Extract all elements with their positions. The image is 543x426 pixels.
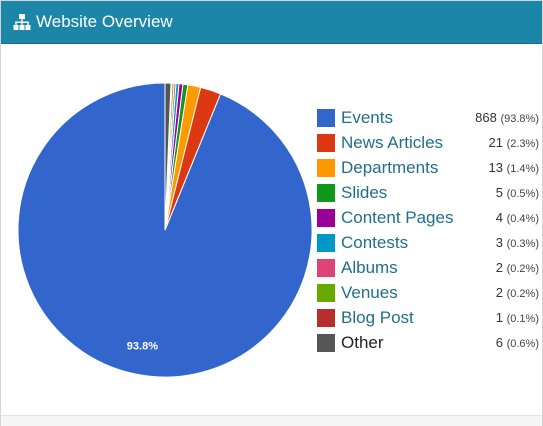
legend-label: Events xyxy=(341,108,393,127)
legend-label: Departments xyxy=(341,158,439,177)
legend-count: 3 xyxy=(495,235,507,250)
legend-value: 5 (0.5%) xyxy=(496,184,539,203)
legend-count: 4 xyxy=(495,210,507,225)
pie-slice-label: 93.8% xyxy=(127,340,158,352)
legend-swatch xyxy=(317,259,335,277)
chart-legend: Events 868 (93.8%) News Articles 21 (2.3%) D… xyxy=(317,106,539,356)
panel-footer xyxy=(1,415,542,426)
legend-item-other[interactable]: Other 6 (0.6%) xyxy=(317,331,539,356)
legend-value: 2 (0.2%) xyxy=(496,259,539,278)
legend-swatch xyxy=(317,284,335,302)
legend-count: 2 xyxy=(495,260,507,275)
legend-percent: (0.4%) xyxy=(506,213,539,225)
legend-item-contests[interactable]: Contests 3 (0.3%) xyxy=(317,231,539,256)
legend-percent: (0.3%) xyxy=(506,238,539,250)
panel-title: Website Overview xyxy=(36,12,173,31)
legend-percent: (2.3%) xyxy=(506,138,539,150)
legend-count: 1 xyxy=(495,310,507,325)
legend-count: 5 xyxy=(495,185,507,200)
legend-label: Contests xyxy=(341,233,409,252)
legend-value: 2 (0.2%) xyxy=(496,284,539,303)
legend-count: 21 xyxy=(488,135,507,150)
legend-value: 21 (2.3%) xyxy=(489,134,539,153)
legend-percent: (0.2%) xyxy=(506,263,539,275)
legend-percent: (0.5%) xyxy=(506,188,539,200)
legend-value: 4 (0.4%) xyxy=(496,209,539,228)
legend-label: Blog Post xyxy=(341,308,414,327)
legend-swatch xyxy=(317,184,335,202)
legend-item-events[interactable]: Events 868 (93.8%) xyxy=(317,106,539,131)
legend-count: 2 xyxy=(495,285,507,300)
legend-item-slides[interactable]: Slides 5 (0.5%) xyxy=(317,181,539,206)
legend-item-venues[interactable]: Venues 2 (0.2%) xyxy=(317,281,539,306)
legend-item-blog-post[interactable]: Blog Post 1 (0.1%) xyxy=(317,306,539,331)
legend-percent: (0.2%) xyxy=(506,288,539,300)
panel-header: Website Overview xyxy=(1,1,542,44)
pie-chart: 93.8% xyxy=(17,82,313,378)
legend-count: 6 xyxy=(495,335,507,350)
legend-swatch xyxy=(317,159,335,177)
legend-label: News Articles xyxy=(341,133,444,152)
legend-percent: (1.4%) xyxy=(506,163,539,175)
legend-swatch xyxy=(317,334,335,352)
legend-item-news-articles[interactable]: News Articles 21 (2.3%) xyxy=(317,131,539,156)
legend-percent: (0.6%) xyxy=(506,338,539,350)
chart-area: 93.8% Events 868 (93.8%) News Articles 21 (… xyxy=(1,44,542,415)
legend-value: 6 (0.6%) xyxy=(496,334,539,353)
legend-swatch xyxy=(317,309,335,327)
legend-count: 13 xyxy=(488,160,507,175)
legend-label: Other xyxy=(341,333,384,352)
legend-label: Content Pages xyxy=(341,208,454,227)
legend-swatch xyxy=(317,109,335,127)
legend-label: Venues xyxy=(341,283,398,302)
legend-item-albums[interactable]: Albums 2 (0.2%) xyxy=(317,256,539,281)
legend-swatch xyxy=(317,134,335,152)
legend-count: 868 xyxy=(475,110,501,125)
legend-swatch xyxy=(317,234,335,252)
legend-label: Albums xyxy=(341,258,398,277)
legend-label: Slides xyxy=(341,183,388,202)
pie-slice-other[interactable] xyxy=(164,82,172,231)
legend-value: 868 (93.8%) xyxy=(475,109,539,128)
legend-percent: (93.8%) xyxy=(500,113,539,125)
legend-percent: (0.1%) xyxy=(506,313,539,325)
legend-item-content-pages[interactable]: Content Pages 4 (0.4%) xyxy=(317,206,539,231)
legend-swatch xyxy=(317,209,335,227)
legend-item-departments[interactable]: Departments 13 (1.4%) xyxy=(317,156,539,181)
legend-value: 1 (0.1%) xyxy=(496,309,539,328)
legend-value: 13 (1.4%) xyxy=(489,159,539,178)
sitemap-icon xyxy=(13,14,31,30)
legend-value: 3 (0.3%) xyxy=(496,234,539,253)
